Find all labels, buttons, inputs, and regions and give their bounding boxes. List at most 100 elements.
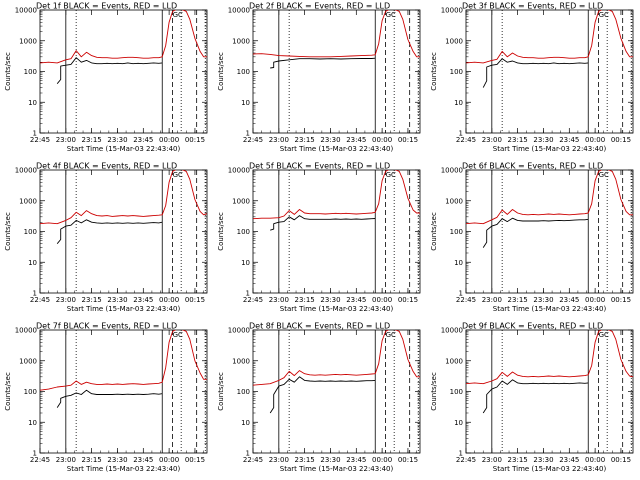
series-line: [253, 170, 420, 220]
x-tick-label: 23:45: [133, 456, 153, 464]
x-tick-label: 23:00: [482, 456, 502, 464]
x-tick-label: 00:15: [185, 136, 205, 144]
y-tick-label: 10000: [228, 7, 250, 15]
chart-title: Det 2f BLACK = Events, RED = LLD: [249, 2, 390, 11]
plot-area: [466, 330, 633, 453]
y-tick-label: 10000: [15, 167, 37, 175]
chart-title: Det 8f BLACK = Events, RED = LLD: [249, 322, 390, 331]
detector-panel: 1 10 100 1000 10000 22:45 23:00 23:15 23:30 23:45…: [213, 160, 426, 320]
x-tick-label: 23:45: [346, 296, 366, 304]
chart-title: Det 3f BLACK = Events, RED = LLD: [462, 2, 603, 11]
peak-annotation: GC: [173, 331, 183, 339]
x-tick-label: 23:45: [559, 456, 579, 464]
detector-panel: 1 10 100 1000 10000 22:45 23:00 23:15 23:30 23:45…: [0, 320, 213, 480]
series-line: [270, 57, 376, 69]
x-tick-label: 00:15: [398, 296, 418, 304]
x-tick-label: 22:45: [456, 296, 476, 304]
x-axis-label: Start Time (15-Mar-03 22:43:40): [493, 305, 607, 313]
series-line: [482, 58, 589, 88]
x-tick-label: 23:30: [533, 456, 553, 464]
series-line: [466, 170, 633, 225]
y-tick-label: 10000: [15, 7, 37, 15]
x-tick-label: 00:15: [398, 456, 418, 464]
y-tick-label: 1: [246, 130, 250, 138]
y-tick-label: 10: [28, 259, 37, 267]
x-tick-label: 23:15: [508, 296, 528, 304]
y-tick-label: 100: [237, 68, 250, 76]
x-tick-label: 23:15: [295, 456, 315, 464]
y-tick-label: 100: [24, 228, 37, 236]
x-axis-label: Start Time (15-Mar-03 22:43:40): [280, 305, 394, 313]
y-axis-label: Counts/sec: [217, 52, 225, 91]
x-tick-label: 00:15: [611, 456, 631, 464]
series-line: [40, 10, 207, 64]
y-tick-label: 1: [33, 450, 37, 458]
y-tick-label: 10000: [441, 167, 463, 175]
y-tick-label: 10000: [228, 167, 250, 175]
series-line: [56, 389, 163, 408]
x-tick-label: 23:00: [269, 456, 289, 464]
x-axis-label: Start Time (15-Mar-03 22:43:40): [67, 305, 181, 313]
series-line: [269, 376, 376, 414]
y-tick-label: 10: [454, 259, 463, 267]
y-tick-label: 1: [459, 450, 463, 458]
detector-panel: 1 10 100 1000 10000 22:45 23:00 23:15 23:30 23:45…: [426, 0, 639, 160]
x-tick-label: 00:15: [398, 136, 418, 144]
plot-area: [466, 170, 633, 293]
y-tick-label: 100: [450, 388, 463, 396]
chart-title: Det 6f BLACK = Events, RED = LLD: [462, 162, 603, 171]
x-axis-label: Start Time (15-Mar-03 22:43:40): [493, 145, 607, 153]
plot-frame: [39, 329, 208, 454]
plot-area: [253, 10, 420, 133]
detector-chart: 1 10 100 1000 10000 22:45 23:00 23:15 23:30 23:45…: [217, 322, 421, 473]
x-tick-label: 23:45: [346, 136, 366, 144]
x-tick-label: 23:30: [320, 456, 340, 464]
series-line: [56, 57, 163, 84]
series-line: [482, 379, 589, 414]
plot-area: [40, 10, 207, 133]
detector-chart: 1 10 100 1000 10000 22:45 23:00 23:15 23:30 23:45…: [430, 2, 634, 153]
y-tick-label: 10000: [15, 327, 37, 335]
y-tick-label: 1: [33, 290, 37, 298]
peak-annotation: GC: [599, 11, 609, 19]
plot-frame: [252, 169, 421, 294]
series-line: [253, 10, 420, 58]
plot-frame: [465, 9, 634, 134]
y-tick-label: 1000: [19, 197, 37, 205]
x-tick-label: 23:30: [320, 296, 340, 304]
x-tick-label: 23:15: [82, 296, 102, 304]
detector-chart: 1 10 100 1000 10000 22:45 23:00 23:15 23:30 23:45…: [430, 162, 634, 313]
x-tick-label: 00:00: [585, 456, 605, 464]
y-tick-label: 1000: [232, 357, 250, 365]
y-tick-label: 10: [241, 99, 250, 107]
plot-area: [253, 170, 420, 293]
y-tick-label: 1000: [445, 357, 463, 365]
series-line: [270, 215, 376, 231]
y-tick-label: 100: [237, 388, 250, 396]
x-tick-label: 00:15: [611, 296, 631, 304]
y-axis-label: Counts/sec: [430, 52, 438, 91]
detector-chart: 1 10 100 1000 10000 22:45 23:00 23:15 23:30 23:45…: [4, 322, 208, 473]
x-tick-label: 00:00: [159, 296, 179, 304]
chart-title: Det 5f BLACK = Events, RED = LLD: [249, 162, 390, 171]
detector-chart: 1 10 100 1000 10000 22:45 23:00 23:15 23:30 23:45…: [217, 2, 421, 153]
x-axis-label: Start Time (15-Mar-03 22:43:40): [280, 465, 394, 473]
peak-annotation: GC: [386, 331, 396, 339]
x-axis-label: Start Time (15-Mar-03 22:43:40): [493, 465, 607, 473]
chart-title: Det 4f BLACK = Events, RED = LLD: [36, 162, 177, 171]
x-tick-label: 23:30: [107, 456, 127, 464]
y-tick-label: 10000: [228, 327, 250, 335]
detector-panel: 1 10 100 1000 10000 22:45 23:00 23:15 23:30 23:45…: [426, 160, 639, 320]
plot-frame: [39, 169, 208, 294]
x-tick-label: 23:15: [295, 136, 315, 144]
chart-title: Det 1f BLACK = Events, RED = LLD: [36, 2, 177, 11]
detector-chart: 1 10 100 1000 10000 22:45 23:00 23:15 23:30 23:45…: [4, 162, 208, 313]
plot-frame: [252, 9, 421, 134]
y-tick-label: 1: [459, 290, 463, 298]
y-tick-label: 1: [459, 130, 463, 138]
x-tick-label: 23:00: [269, 296, 289, 304]
y-axis-label: Counts/sec: [4, 212, 12, 251]
y-tick-label: 10000: [441, 7, 463, 15]
x-tick-label: 23:00: [269, 136, 289, 144]
